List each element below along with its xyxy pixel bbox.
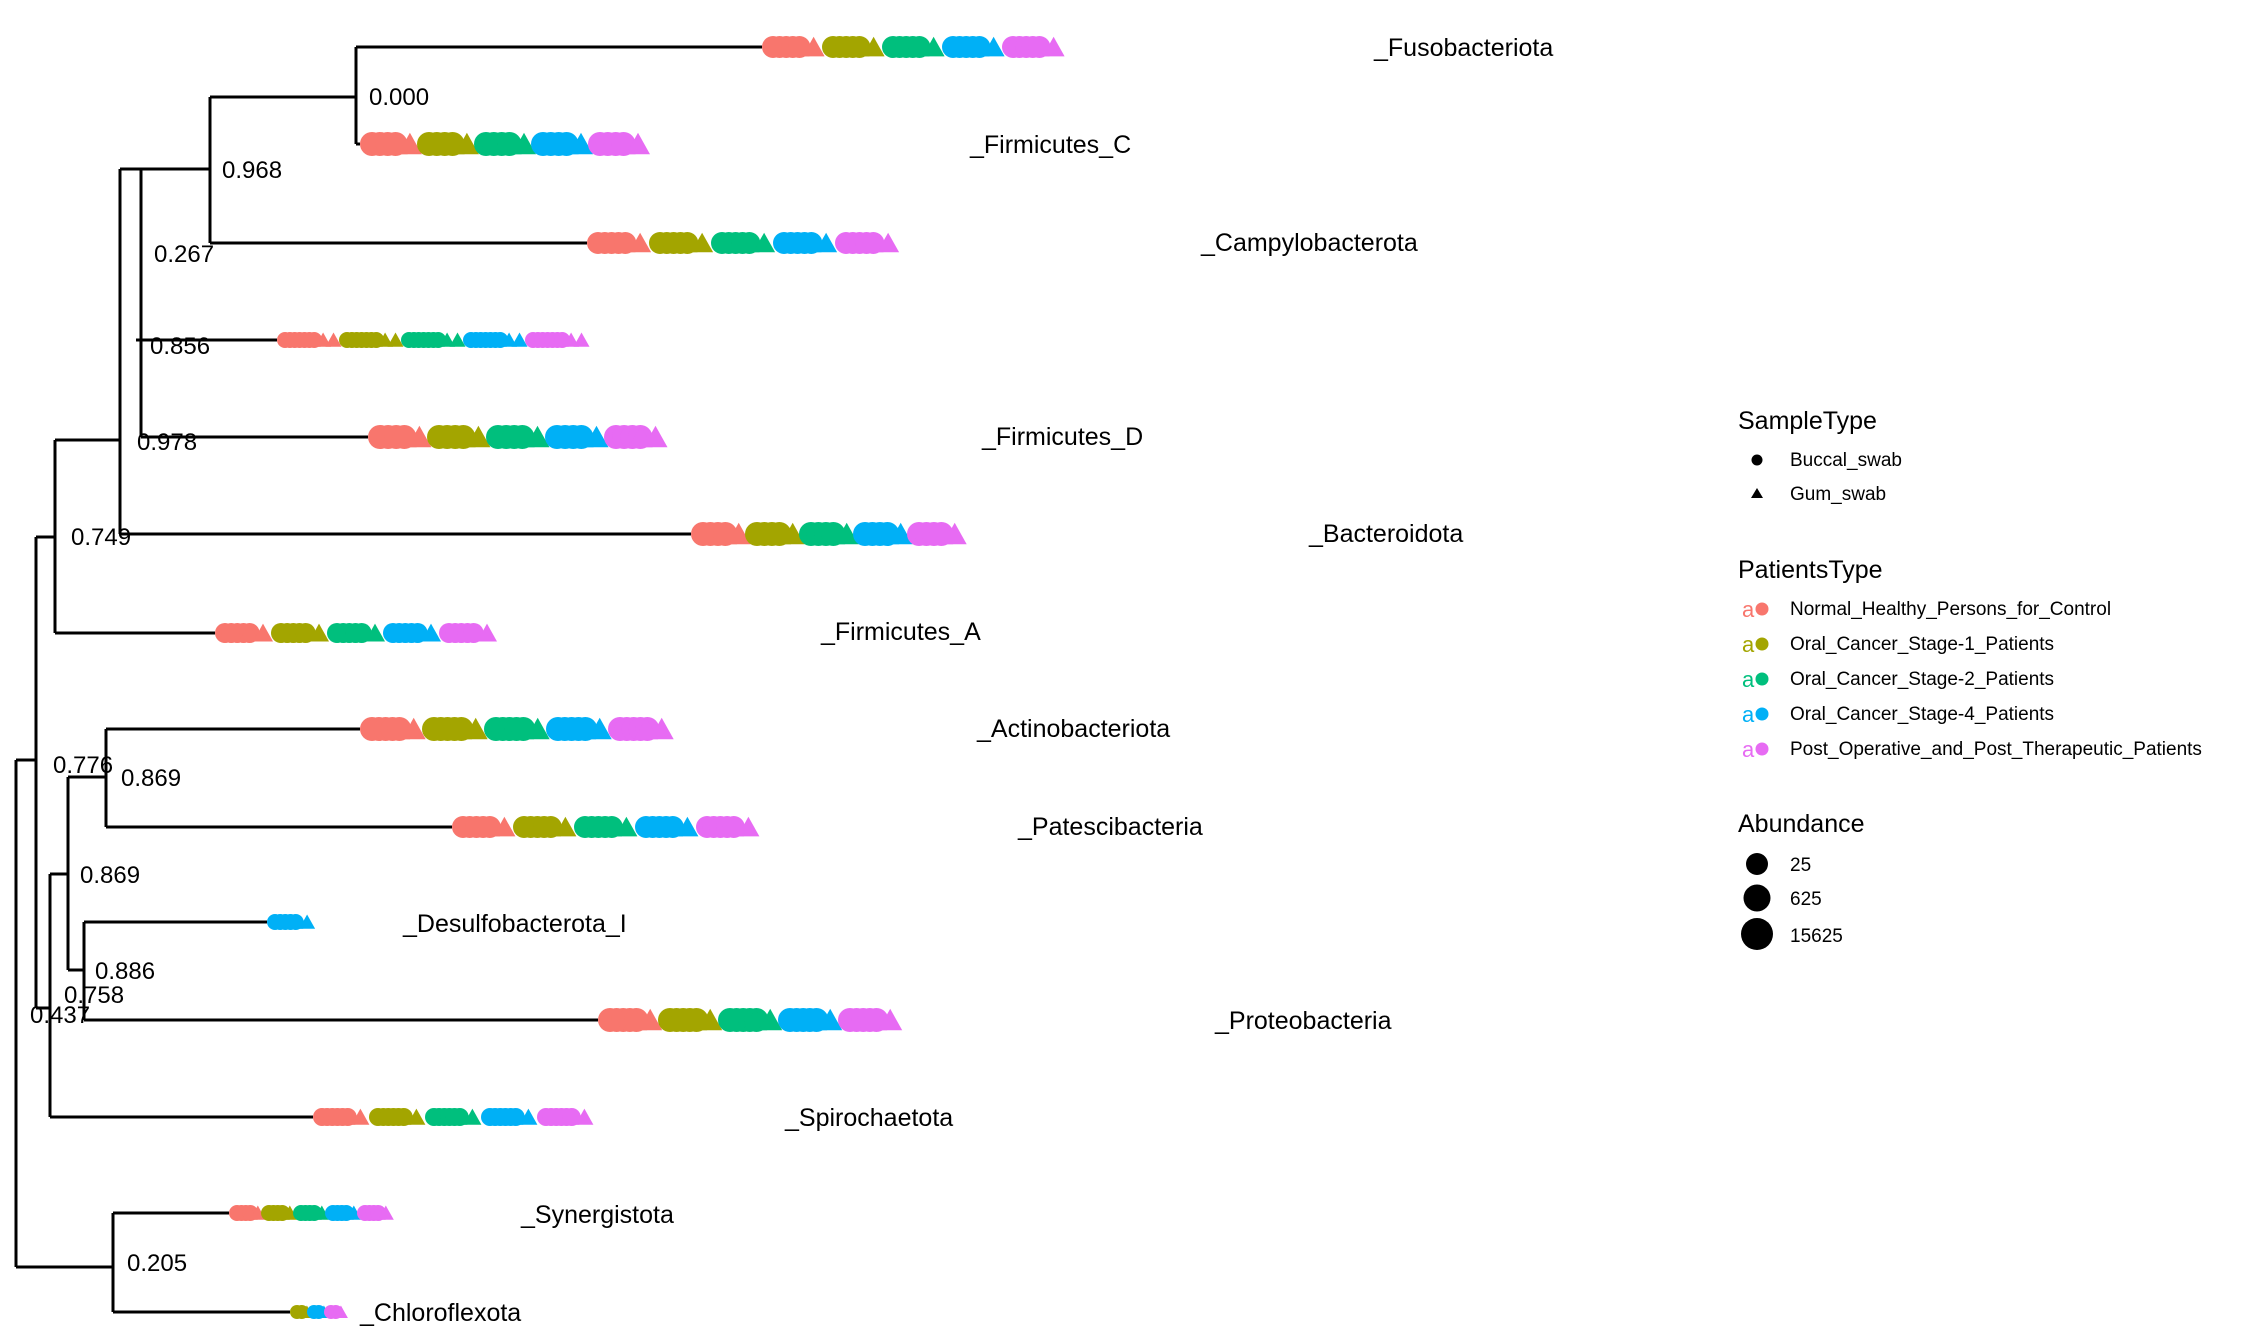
legend-item: Normal_Healthy_Persons_for_Control: [1790, 599, 2111, 620]
tip-label: _Patescibacteria: [1017, 813, 1203, 841]
legend-item: Post_Operative_and_Post_Therapeutic_Pati…: [1790, 739, 2202, 760]
tip-labels: _Fusobacteriota _Firmicutes_C _Campyloba…: [359, 34, 1553, 1327]
legend-key-glyph: a: [1742, 632, 1755, 657]
legend-item: Oral_Cancer_Stage-1_Patients: [1790, 634, 2054, 655]
circle-icon: [1752, 455, 1763, 466]
bootstrap-value: 0.978: [137, 429, 197, 456]
legend-key-dot: [1756, 708, 1769, 721]
legend-sample-type: SampleType Buccal_swab Gum_swab: [1738, 407, 1902, 505]
tip-label: _Campylobacterota: [1200, 229, 1418, 257]
bootstrap-value: 0.886: [95, 958, 155, 985]
legend-key-dot: [1756, 638, 1769, 651]
bootstrap-value: 0.776: [53, 752, 113, 779]
legend-key-dot: [1756, 603, 1769, 616]
bootstrap-value: 0.437: [30, 1002, 90, 1029]
bootstrap-value: 0.267: [154, 241, 214, 268]
tip-label: _Synergistota: [520, 1201, 674, 1229]
legend-item: 15625: [1790, 926, 1843, 947]
legend: SampleType Buccal_swab Gum_swab Patients…: [1738, 407, 2202, 950]
legend-key-glyph: a: [1742, 597, 1755, 622]
legend-key-glyph: a: [1742, 702, 1755, 727]
legend-title: SampleType: [1738, 407, 1877, 435]
gum-swab-marker: [574, 333, 590, 347]
tip-label: _Firmicutes_C: [969, 131, 1131, 159]
circle-icon: [1744, 885, 1771, 912]
bootstrap-value: 0.749: [71, 524, 131, 551]
bootstrap-value: 0.869: [80, 862, 140, 889]
legend-key-glyph: a: [1742, 667, 1755, 692]
bootstrap-value: 0.205: [127, 1250, 187, 1277]
legend-key-glyph: a: [1742, 737, 1755, 762]
legend-item: Buccal_swab: [1790, 450, 1902, 471]
legend-abundance: Abundance 25 625 15625: [1738, 810, 1865, 950]
tip-label: _Fusobacteriota: [1373, 34, 1553, 62]
tip-label: _Proteobacteria: [1214, 1007, 1392, 1035]
legend-item: 625: [1790, 889, 1822, 910]
tip-label: _Actinobacteriota: [976, 715, 1170, 743]
legend-title: Abundance: [1738, 810, 1865, 838]
legend-item: Oral_Cancer_Stage-4_Patients: [1790, 704, 2054, 725]
circle-icon: [1746, 853, 1768, 875]
bootstrap-value: 0.856: [150, 333, 210, 360]
legend-key-dot: [1756, 673, 1769, 686]
legend-title: PatientsType: [1738, 556, 1883, 584]
circle-icon: [1741, 918, 1773, 950]
bootstrap-labels: 0.000 0.968 0.267 0.856 0.978 0.749 0.77…: [30, 84, 429, 1277]
legend-item: 25: [1790, 855, 1811, 876]
legend-item: Gum_swab: [1790, 484, 1886, 505]
bootstrap-value: 0.869: [121, 765, 181, 792]
bootstrap-value: 0.000: [369, 84, 429, 111]
tip-label: _Spirochaetota: [784, 1104, 953, 1132]
tip-label: _Firmicutes_A: [820, 618, 981, 646]
bootstrap-value: 0.968: [222, 157, 282, 184]
legend-item: Oral_Cancer_Stage-2_Patients: [1790, 669, 2054, 690]
tip-label: _Firmicutes_D: [981, 423, 1143, 451]
tip-label: _Chloroflexota: [359, 1299, 521, 1327]
triangle-icon: [1751, 488, 1763, 498]
tip-label: _Bacteroidota: [1308, 520, 1463, 548]
tip-label: _Desulfobacterota_I: [402, 910, 627, 938]
legend-key-dot: [1756, 743, 1769, 756]
